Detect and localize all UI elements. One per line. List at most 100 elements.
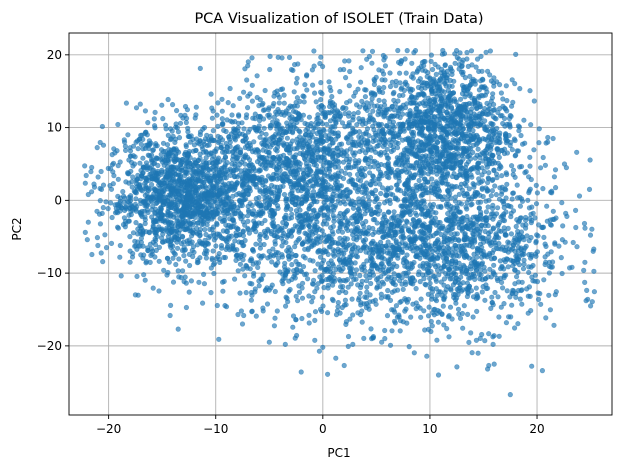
data-point [451, 78, 457, 84]
data-point [165, 269, 171, 276]
data-point [271, 100, 277, 107]
data-point [168, 229, 174, 235]
data-point [176, 274, 182, 280]
data-point [519, 141, 526, 147]
data-point [329, 93, 335, 100]
data-point [356, 158, 362, 164]
data-point [496, 196, 503, 202]
data-point [203, 231, 209, 238]
data-point [438, 154, 444, 160]
data-point [273, 120, 280, 126]
data-point [434, 148, 440, 154]
data-point [462, 94, 468, 100]
data-point [327, 118, 334, 124]
data-point [485, 68, 491, 74]
data-point [372, 198, 378, 205]
data-point [160, 115, 166, 122]
data-point [509, 147, 515, 153]
data-point [173, 261, 179, 268]
data-point [239, 183, 245, 189]
data-point [175, 208, 181, 215]
data-point [163, 173, 169, 179]
data-point [582, 225, 588, 231]
data-point [336, 149, 342, 155]
data-point [358, 65, 364, 71]
data-point [424, 73, 430, 80]
data-point [457, 125, 464, 131]
data-point [164, 142, 171, 148]
data-point [203, 155, 209, 161]
data-point [398, 129, 404, 135]
data-point [161, 188, 167, 194]
data-point [417, 155, 423, 161]
data-point [525, 174, 532, 180]
data-point [249, 162, 255, 168]
data-point [406, 125, 412, 131]
data-point [180, 215, 186, 221]
data-point [300, 93, 306, 99]
data-point [369, 158, 375, 165]
data-point [350, 150, 356, 156]
data-point [189, 233, 195, 239]
data-point [441, 137, 447, 143]
data-point [149, 182, 155, 188]
data-point [172, 139, 178, 145]
data-point [551, 174, 558, 180]
data-point [372, 120, 378, 126]
data-point [497, 105, 503, 112]
data-point [541, 234, 547, 240]
data-point [326, 132, 332, 139]
data-point [242, 173, 248, 179]
data-point [183, 142, 189, 148]
data-point [292, 61, 298, 68]
data-point [370, 108, 376, 114]
data-point [115, 121, 121, 128]
data-point [349, 296, 355, 302]
data-point [91, 184, 98, 190]
data-point [183, 226, 189, 232]
data-point [364, 56, 370, 62]
data-point [183, 149, 189, 155]
data-point [391, 209, 397, 215]
data-point [401, 87, 407, 94]
data-point [125, 132, 131, 138]
data-point [107, 183, 113, 189]
data-point [220, 228, 226, 234]
data-point [482, 126, 488, 132]
data-point [545, 134, 551, 141]
data-point [428, 52, 435, 58]
data-point [227, 136, 233, 142]
data-point [227, 85, 233, 92]
data-point [391, 97, 397, 103]
data-point [240, 233, 246, 239]
data-point [491, 75, 497, 81]
data-point [329, 108, 336, 114]
data-point [521, 117, 527, 123]
data-point [533, 201, 540, 207]
data-point [126, 212, 132, 218]
data-point [551, 322, 557, 328]
data-point [477, 101, 483, 107]
data-point [200, 146, 206, 152]
data-point [309, 183, 316, 189]
data-point [139, 188, 145, 194]
data-point [355, 176, 361, 182]
data-point [434, 337, 440, 343]
data-point [535, 296, 542, 303]
data-point [386, 175, 392, 181]
data-point [97, 185, 103, 192]
data-point [302, 82, 308, 88]
data-point [218, 142, 224, 148]
data-point [469, 101, 475, 107]
data-point [444, 78, 450, 84]
data-point [369, 60, 375, 66]
data-point [138, 141, 144, 147]
data-point [340, 105, 346, 112]
data-point [418, 296, 424, 302]
data-point [149, 159, 155, 165]
data-point [472, 81, 478, 87]
data-point [337, 88, 343, 95]
data-point [397, 70, 403, 76]
data-point [509, 302, 515, 308]
